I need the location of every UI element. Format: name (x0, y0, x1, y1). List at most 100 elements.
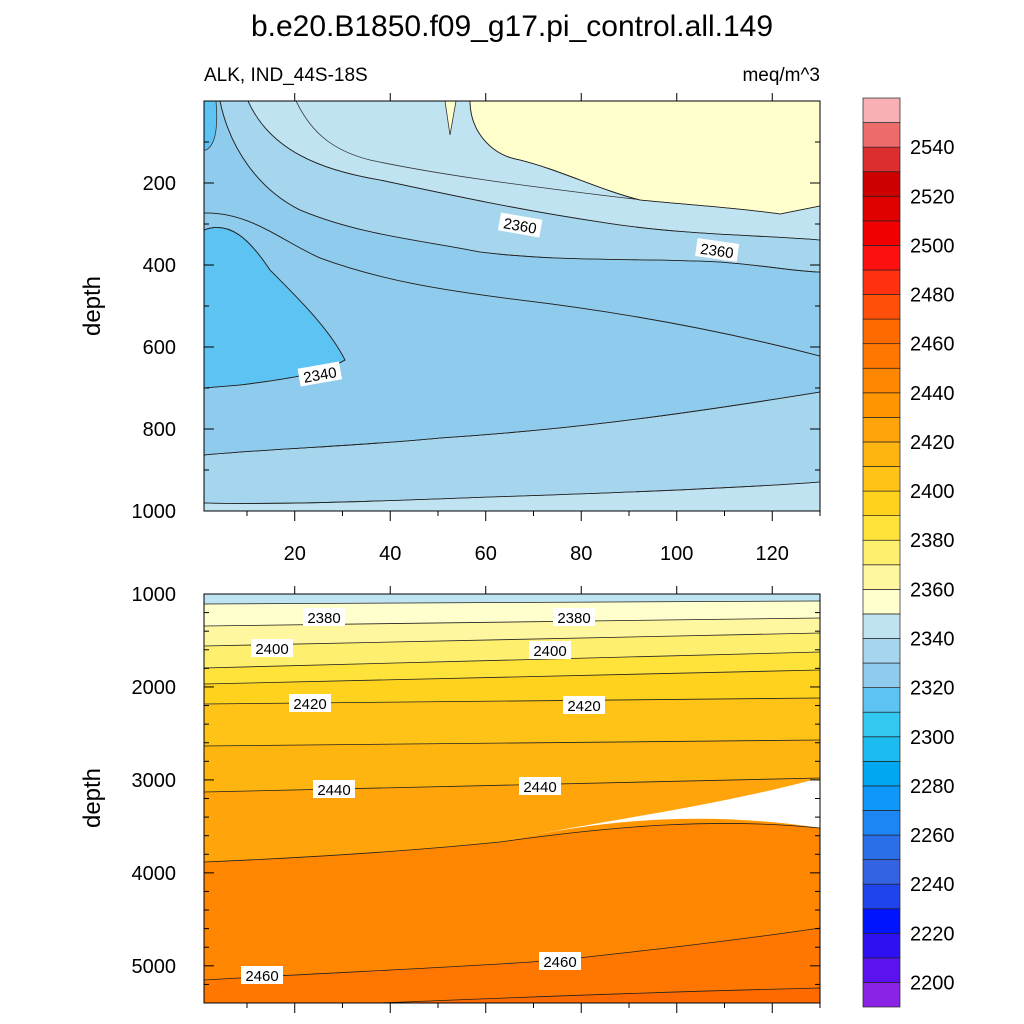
contour-label: 2380 (553, 608, 595, 627)
colorbar-label: 2360 (910, 579, 955, 601)
colorbar-swatch (862, 785, 901, 811)
colorbar-swatch (862, 220, 901, 246)
contour-label-bg (241, 966, 283, 984)
lower-ytick-label: 2000 (132, 677, 177, 699)
colorbar-label: 2540 (910, 137, 955, 159)
colorbar-label: 2320 (910, 678, 955, 700)
contour-label: 2440 (313, 780, 355, 799)
colorbar-swatch (862, 466, 901, 492)
colorbar-swatch (862, 515, 901, 541)
colorbar-swatch (862, 490, 901, 516)
colorbar-label: 2420 (910, 432, 955, 454)
colorbar-swatch (862, 736, 901, 762)
colorbar-swatch (862, 171, 901, 197)
lower-fill-2460 (204, 928, 820, 1003)
contour-label-text: 2440 (317, 782, 350, 799)
contour-line (204, 212, 820, 357)
contour-label-bg (313, 780, 355, 798)
contour-label: 2420 (289, 694, 331, 713)
colorbar-swatch (862, 638, 901, 664)
xtick-label: 20 (284, 543, 306, 565)
upper-ytick-label: 200 (143, 173, 176, 195)
colorbar-label: 2240 (910, 874, 955, 896)
colorbar-label: 2340 (910, 628, 955, 650)
contour-label: 2400 (251, 639, 293, 658)
contour-label-text: 2440 (523, 779, 556, 796)
colorbar-swatch (862, 564, 901, 590)
lower-fill-2410 (204, 670, 820, 704)
contour-line (204, 481, 820, 504)
contour-line (204, 823, 820, 863)
colorbar: 2200 2220 2240 2260 2280 2300 2320 2340 2360 2380… (862, 97, 955, 1008)
colorbar-swatch (862, 392, 901, 418)
contour-line (204, 651, 820, 669)
contour-label: 2460 (539, 952, 581, 971)
upper-ylabel: depth (79, 276, 106, 336)
contour-label-text: 2380 (307, 610, 340, 627)
lower-fill-2360 (204, 594, 820, 604)
upper-ytick-label: 800 (143, 419, 176, 441)
colorbar-swatch (862, 957, 901, 983)
colorbar-swatch (862, 441, 901, 467)
colorbar-swatch (862, 859, 901, 885)
colorbar-swatch (862, 195, 901, 222)
contour-label-text: 2460 (245, 968, 278, 985)
colorbar-swatch (862, 146, 901, 173)
contour-label-text: 2340 (302, 364, 338, 387)
colorbar-swatch (862, 982, 901, 1008)
contour-label-text: 2360 (699, 241, 734, 262)
contour-label-bg (563, 696, 605, 714)
contour-line (204, 739, 820, 747)
lower-fill-2385 (204, 618, 820, 646)
xtick-label: 100 (660, 543, 693, 565)
upper-ytick-label: 600 (143, 337, 176, 359)
contour-label-bg (539, 952, 581, 970)
contour-label: 2340 (297, 361, 343, 387)
contour-label: 2360 (695, 238, 740, 262)
chart-units: meq/m^3 (742, 65, 820, 86)
contour-line (204, 669, 820, 685)
lower-fill-2470 (380, 988, 820, 1003)
colorbar-label: 2440 (910, 383, 955, 405)
contour-label-bg (529, 641, 571, 659)
contour-line (204, 600, 820, 605)
colorbar-label: 2200 (910, 972, 955, 994)
lower-fill-2425 (204, 740, 820, 792)
colorbar-label: 2280 (910, 776, 955, 798)
contour-label-text: 2460 (543, 954, 576, 971)
colorbar-swatch (862, 834, 901, 860)
colorbar-swatch (862, 613, 901, 639)
upper-fill-2380-patch (444, 101, 457, 136)
colorbar-swatch (862, 908, 901, 934)
contour-label-bg (289, 694, 331, 712)
colorbar-swatch (862, 245, 901, 271)
contour-label-text: 2420 (567, 698, 600, 715)
contour-line (204, 227, 346, 389)
contour-label-bg (297, 361, 343, 387)
contour-label: 2380 (303, 608, 345, 627)
contour-label: 2440 (519, 777, 561, 796)
colorbar-label: 2260 (910, 825, 955, 847)
xtick-label: 40 (379, 543, 401, 565)
colorbar-swatch (862, 589, 901, 615)
contour-line (469, 101, 820, 215)
contour-label-bg (553, 608, 595, 626)
contour-label-text: 2420 (293, 696, 326, 713)
upper-ytick-label: 1000 (132, 501, 177, 523)
contour-label-bg (497, 212, 543, 238)
colorbar-label: 2380 (910, 530, 955, 552)
colorbar-swatch (862, 294, 901, 320)
colorbar-label: 2220 (910, 923, 955, 945)
lower-ytick-label: 1000 (132, 584, 177, 606)
colorbar-swatch (862, 932, 901, 959)
lower-fill-2405 (204, 652, 820, 684)
colorbar-swatch (862, 662, 901, 688)
xtick-label: 120 (756, 543, 789, 565)
contour-label: 2420 (563, 696, 605, 715)
contour-line (247, 101, 820, 241)
lower-ytick-label: 3000 (132, 770, 177, 792)
colorbar-swatch (862, 97, 901, 123)
contour-label-text: 2380 (557, 610, 590, 627)
colorbar-swatch (862, 810, 901, 836)
